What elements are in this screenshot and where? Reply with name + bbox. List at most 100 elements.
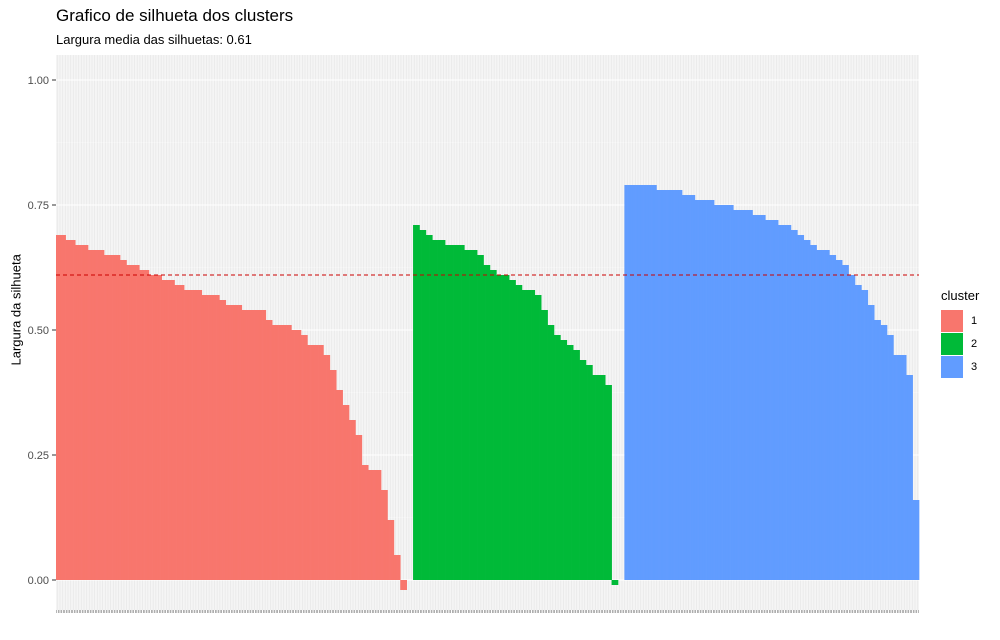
- bar-cluster-2: [467, 250, 470, 580]
- bar-cluster-3: [685, 195, 688, 580]
- bar-cluster-1: [70, 240, 73, 580]
- bar-cluster-3: [646, 185, 649, 580]
- bar-cluster-2: [443, 240, 446, 580]
- bar-cluster-2: [481, 255, 484, 580]
- bar-cluster-3: [642, 185, 644, 580]
- bar-cluster-1: [398, 555, 401, 580]
- bar-cluster-2: [590, 365, 593, 580]
- bar-cluster-1: [318, 345, 321, 580]
- bar-cluster-1: [316, 345, 319, 580]
- bar-cluster-2: [509, 280, 512, 580]
- bar-cluster-2: [560, 340, 563, 580]
- bar-cluster-2: [565, 340, 568, 580]
- bar-cluster-1: [382, 490, 385, 580]
- bar-cluster-1: [123, 260, 126, 580]
- bar-cluster-3: [912, 500, 915, 580]
- bar-cluster-2: [534, 295, 537, 580]
- bar-cluster-1: [57, 235, 60, 580]
- bar-cluster-1: [174, 285, 177, 580]
- bar-cluster-3: [667, 190, 670, 580]
- bar-cluster-1: [160, 275, 163, 580]
- bar-cluster-1: [99, 250, 102, 580]
- bar-cluster-3: [875, 320, 878, 580]
- bar-cluster-1: [100, 250, 103, 580]
- bar-cluster-1: [148, 275, 151, 580]
- bar-cluster-3: [731, 205, 734, 580]
- bar-cluster-3: [696, 200, 699, 580]
- bar-cluster-3: [910, 375, 913, 580]
- bar-cluster-3: [680, 190, 683, 580]
- bar-cluster-1: [222, 300, 225, 580]
- bar-cluster-2: [505, 275, 508, 580]
- bar-cluster-2: [614, 580, 617, 585]
- bar-cluster-3: [774, 220, 777, 580]
- bar-cluster-2: [611, 580, 614, 585]
- bar-cluster-3: [653, 185, 656, 580]
- bar-cluster-2: [465, 250, 468, 580]
- bar-cluster-2: [582, 360, 585, 580]
- bar-cluster-1: [139, 270, 142, 580]
- bar-cluster-3: [699, 200, 702, 580]
- bar-cluster-3: [814, 245, 817, 580]
- bar-cluster-3: [736, 210, 739, 580]
- bar-cluster-1: [209, 295, 212, 580]
- bar-cluster-3: [861, 290, 864, 580]
- bar-cluster-1: [315, 345, 318, 580]
- bar-cluster-2: [459, 245, 462, 580]
- bar-cluster-2: [488, 265, 491, 580]
- bar-cluster-1: [312, 345, 315, 580]
- bar-cluster-2: [608, 385, 611, 580]
- bar-cluster-1: [232, 305, 235, 580]
- bar-cluster-3: [822, 250, 825, 580]
- bar-cluster-2: [502, 275, 505, 580]
- bar-cluster-2: [427, 235, 430, 580]
- bar-cluster-3: [670, 190, 673, 580]
- bar-cluster-1: [302, 335, 305, 580]
- bar-cluster-2: [435, 240, 438, 580]
- bar-cluster-1: [132, 265, 135, 580]
- bar-cluster-3: [894, 355, 897, 580]
- bar-cluster-3: [824, 250, 827, 580]
- bar-cluster-1: [324, 355, 327, 580]
- bar-cluster-1: [65, 240, 68, 580]
- bar-cluster-3: [880, 325, 883, 580]
- bar-cluster-3: [726, 205, 729, 580]
- bar-cluster-1: [96, 250, 98, 580]
- bar-cluster-2: [464, 250, 467, 580]
- bar-cluster-3: [742, 210, 745, 580]
- bar-cluster-1: [389, 520, 391, 580]
- bar-cluster-3: [768, 220, 771, 580]
- bar-cluster-3: [694, 200, 697, 580]
- bar-cluster-1: [344, 405, 347, 580]
- bar-cluster-2: [597, 375, 600, 580]
- y-tick-label: 1.00: [28, 75, 49, 87]
- bar-cluster-1: [180, 285, 183, 580]
- bar-cluster-3: [792, 230, 795, 580]
- bar-cluster-1: [369, 470, 372, 580]
- bar-cluster-1: [196, 290, 199, 580]
- bar-cluster-1: [289, 325, 292, 580]
- bar-cluster-1: [347, 405, 350, 580]
- bar-cluster-3: [821, 250, 824, 580]
- bar-cluster-2: [585, 365, 588, 580]
- bar-cluster-1: [164, 280, 167, 580]
- bar-cluster-3: [798, 235, 801, 580]
- bar-cluster-3: [758, 215, 761, 580]
- bar-cluster-1: [88, 250, 90, 580]
- bar-cluster-2: [413, 225, 415, 580]
- bar-cluster-1: [323, 355, 326, 580]
- bar-cluster-3: [645, 185, 648, 580]
- bar-cluster-2: [454, 245, 457, 580]
- bar-cluster-2: [477, 255, 480, 580]
- bar-cluster-1: [185, 290, 188, 580]
- bar-cluster-1: [256, 310, 259, 580]
- bar-cluster-2: [616, 580, 619, 585]
- bar-cluster-1: [403, 580, 406, 590]
- bar-cluster-3: [808, 240, 811, 580]
- bar-cluster-1: [241, 310, 244, 580]
- bar-cluster-1: [390, 520, 393, 580]
- bar-cluster-1: [387, 520, 390, 580]
- bar-cluster-1: [116, 255, 119, 580]
- bar-cluster-3: [888, 335, 891, 580]
- bar-cluster-1: [124, 260, 127, 580]
